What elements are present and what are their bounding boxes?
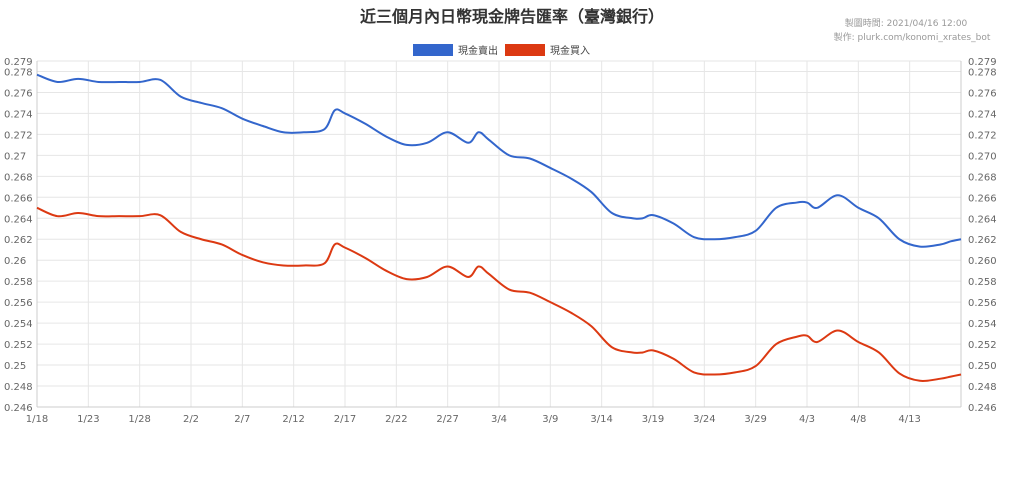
y-tick-label-left: 0.279 [4,57,33,68]
y-tick-label-left: 0.278 [4,67,33,78]
y-tick-label-left: 0.272 [4,130,33,141]
y-tick-label-right: 0.252 [968,340,997,351]
y-tick-label-left: 0.252 [4,340,33,351]
chart-title: 近三個月內日幣現金牌告匯率（臺灣銀行） [360,7,664,26]
x-tick-label: 2/7 [234,414,250,425]
y-tick-label-right: 0.246 [968,403,997,414]
y-tick-label-left: 0.264 [4,214,33,225]
y-tick-label-left: 0.274 [4,109,33,120]
y-tick-label-left: 0.248 [4,382,33,393]
y-tick-label-right: 0.274 [968,109,997,120]
x-tick-label: 3/24 [693,414,715,425]
series-line-buy [36,206,962,382]
y-tick-label-left: 0.268 [4,172,33,183]
x-tick-label: 1/28 [128,414,150,425]
x-tick-label: 4/13 [898,414,920,425]
x-tick-label: 3/29 [744,414,766,425]
x-tick-label: 2/12 [282,414,304,425]
y-tick-label-right: 0.254 [968,319,997,330]
y-tick-label-right: 0.250 [968,361,997,372]
x-tick-label: 2/17 [334,414,356,425]
x-tick-label: 3/14 [590,414,612,425]
y-tick-label-left: 0.27 [4,151,26,162]
y-tick-label-right: 0.264 [968,214,997,225]
creation-time: 製圖時間: 2021/04/16 12:00 [845,17,968,29]
y-tick-label-left: 0.256 [4,298,33,309]
legend-swatch-sell [413,44,453,56]
series-lines [36,73,962,382]
y-tick-label-right: 0.266 [968,193,997,204]
legend-label-sell: 現金賣出 [458,44,498,57]
legend[interactable]: 現金賣出 現金買入 [413,44,590,57]
y-tick-label-left: 0.262 [4,235,33,246]
y-tick-label-right: 0.270 [968,151,997,162]
y-tick-label-right: 0.276 [968,88,997,99]
x-tick-label: 2/2 [183,414,199,425]
grid-lines [36,60,961,408]
legend-swatch-buy [505,44,545,56]
x-tick-label: 1/18 [26,414,48,425]
legend-label-buy: 現金買入 [550,44,590,57]
y-tick-label-left: 0.258 [4,277,33,288]
author-credit: 製作: plurk.com/konomi_xrates_bot [834,31,991,43]
y-tick-label-left: 0.276 [4,88,33,99]
y-tick-label-right: 0.256 [968,298,997,309]
series-line-sell [36,73,962,248]
axes: 0.246 0.246 0.248 0.248 0.25 0.250 0.252 0.252 0… [4,57,997,425]
y-tick-label-left: 0.26 [4,256,26,267]
y-tick-label-right: 0.248 [968,382,997,393]
x-tick-label: 2/27 [436,414,458,425]
x-tick-label: 3/9 [542,414,558,425]
y-tick-label-right: 0.279 [968,57,997,68]
x-tick-label: 1/23 [77,414,99,425]
x-tick-label: 2/22 [385,414,407,425]
y-tick-label-left: 0.254 [4,319,33,330]
x-tick-label: 3/19 [642,414,664,425]
y-tick-label-right: 0.272 [968,130,997,141]
y-tick-label-right: 0.258 [968,277,997,288]
y-tick-label-right: 0.260 [968,256,997,267]
y-tick-label-right: 0.262 [968,235,997,246]
y-tick-label-right: 0.268 [968,172,997,183]
x-tick-label: 4/3 [799,414,815,425]
x-tick-label: 4/8 [850,414,866,425]
y-tick-label-right: 0.278 [968,67,997,78]
x-tick-label: 3/4 [491,414,507,425]
y-tick-label-left: 0.246 [4,403,33,414]
y-tick-label-left: 0.266 [4,193,33,204]
y-tick-label-left: 0.25 [4,361,26,372]
